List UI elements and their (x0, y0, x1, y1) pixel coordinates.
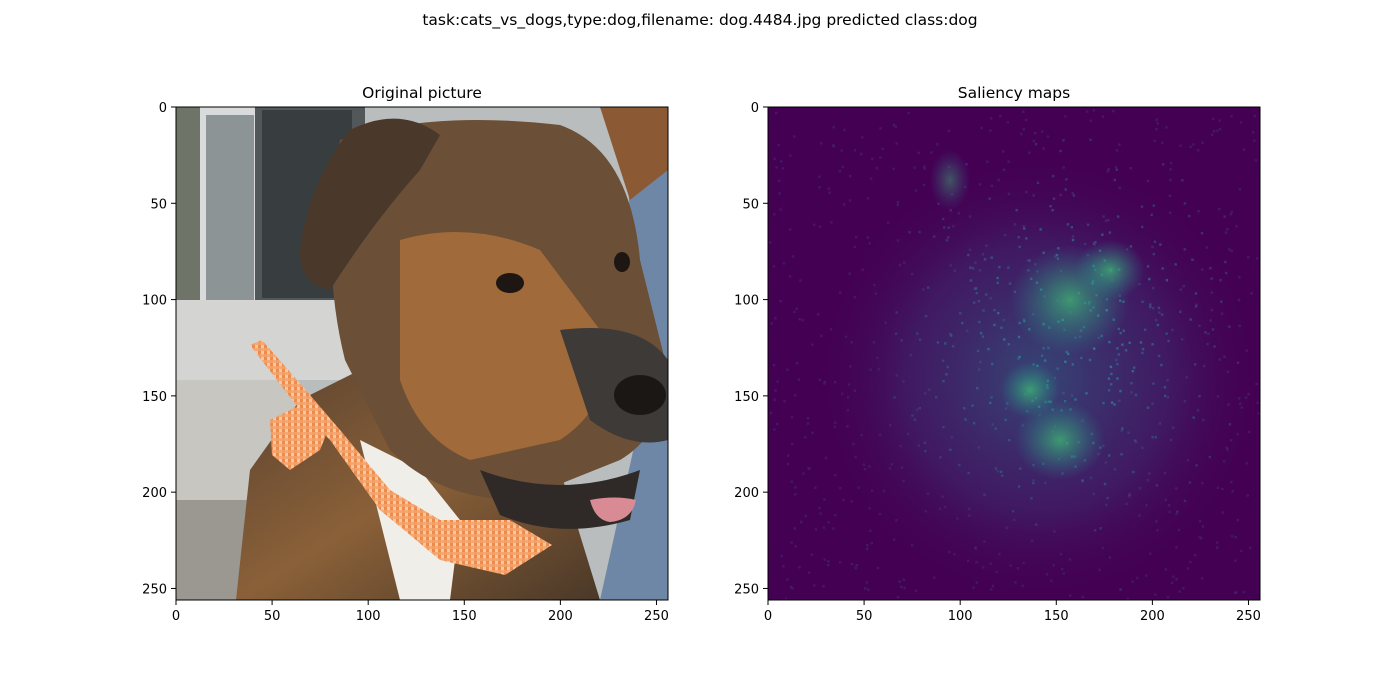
left-ytick-label: 0 (159, 101, 167, 116)
right-axes-frame (767, 106, 1261, 601)
right-axes-title: Saliency maps (957, 84, 1071, 102)
original-picture-image (176, 107, 668, 600)
right-xtick-label: 250 (1236, 609, 1261, 624)
right-ytick-label: 0 (751, 101, 759, 116)
figure-suptitle: task:cats_vs_dogs,type:dog,filename: dog… (422, 11, 978, 29)
right-xtick-label: 150 (1044, 609, 1069, 624)
left-ytick-label: 50 (150, 197, 167, 212)
right-ytick-label: 100 (734, 294, 759, 309)
saliency-map-image (768, 107, 1260, 600)
left-ytick-label: 100 (142, 294, 167, 309)
right-xtick-label: 200 (1140, 609, 1165, 624)
left-ytick-label: 200 (142, 486, 167, 501)
left-xtick-label: 150 (452, 609, 477, 624)
left-xtick-label: 100 (356, 609, 381, 624)
right-xtick-label: 50 (856, 609, 873, 624)
right-ytick-label: 250 (734, 582, 759, 597)
left-ytick-label: 150 (142, 390, 167, 405)
right-xtick-label: 100 (948, 609, 973, 624)
left-xtick-label: 50 (264, 609, 281, 624)
left-axes-title: Original picture (362, 84, 482, 102)
right-ytick-label: 200 (734, 486, 759, 501)
left-axes-frame (175, 106, 669, 601)
left-xtick-label: 250 (644, 609, 669, 624)
right-xtick-label: 0 (764, 609, 772, 624)
right-ytick-label: 150 (734, 390, 759, 405)
left-xtick-label: 0 (172, 609, 180, 624)
right-ytick-label: 50 (742, 197, 759, 212)
left-ytick-label: 250 (142, 582, 167, 597)
left-xtick-label: 200 (548, 609, 573, 624)
